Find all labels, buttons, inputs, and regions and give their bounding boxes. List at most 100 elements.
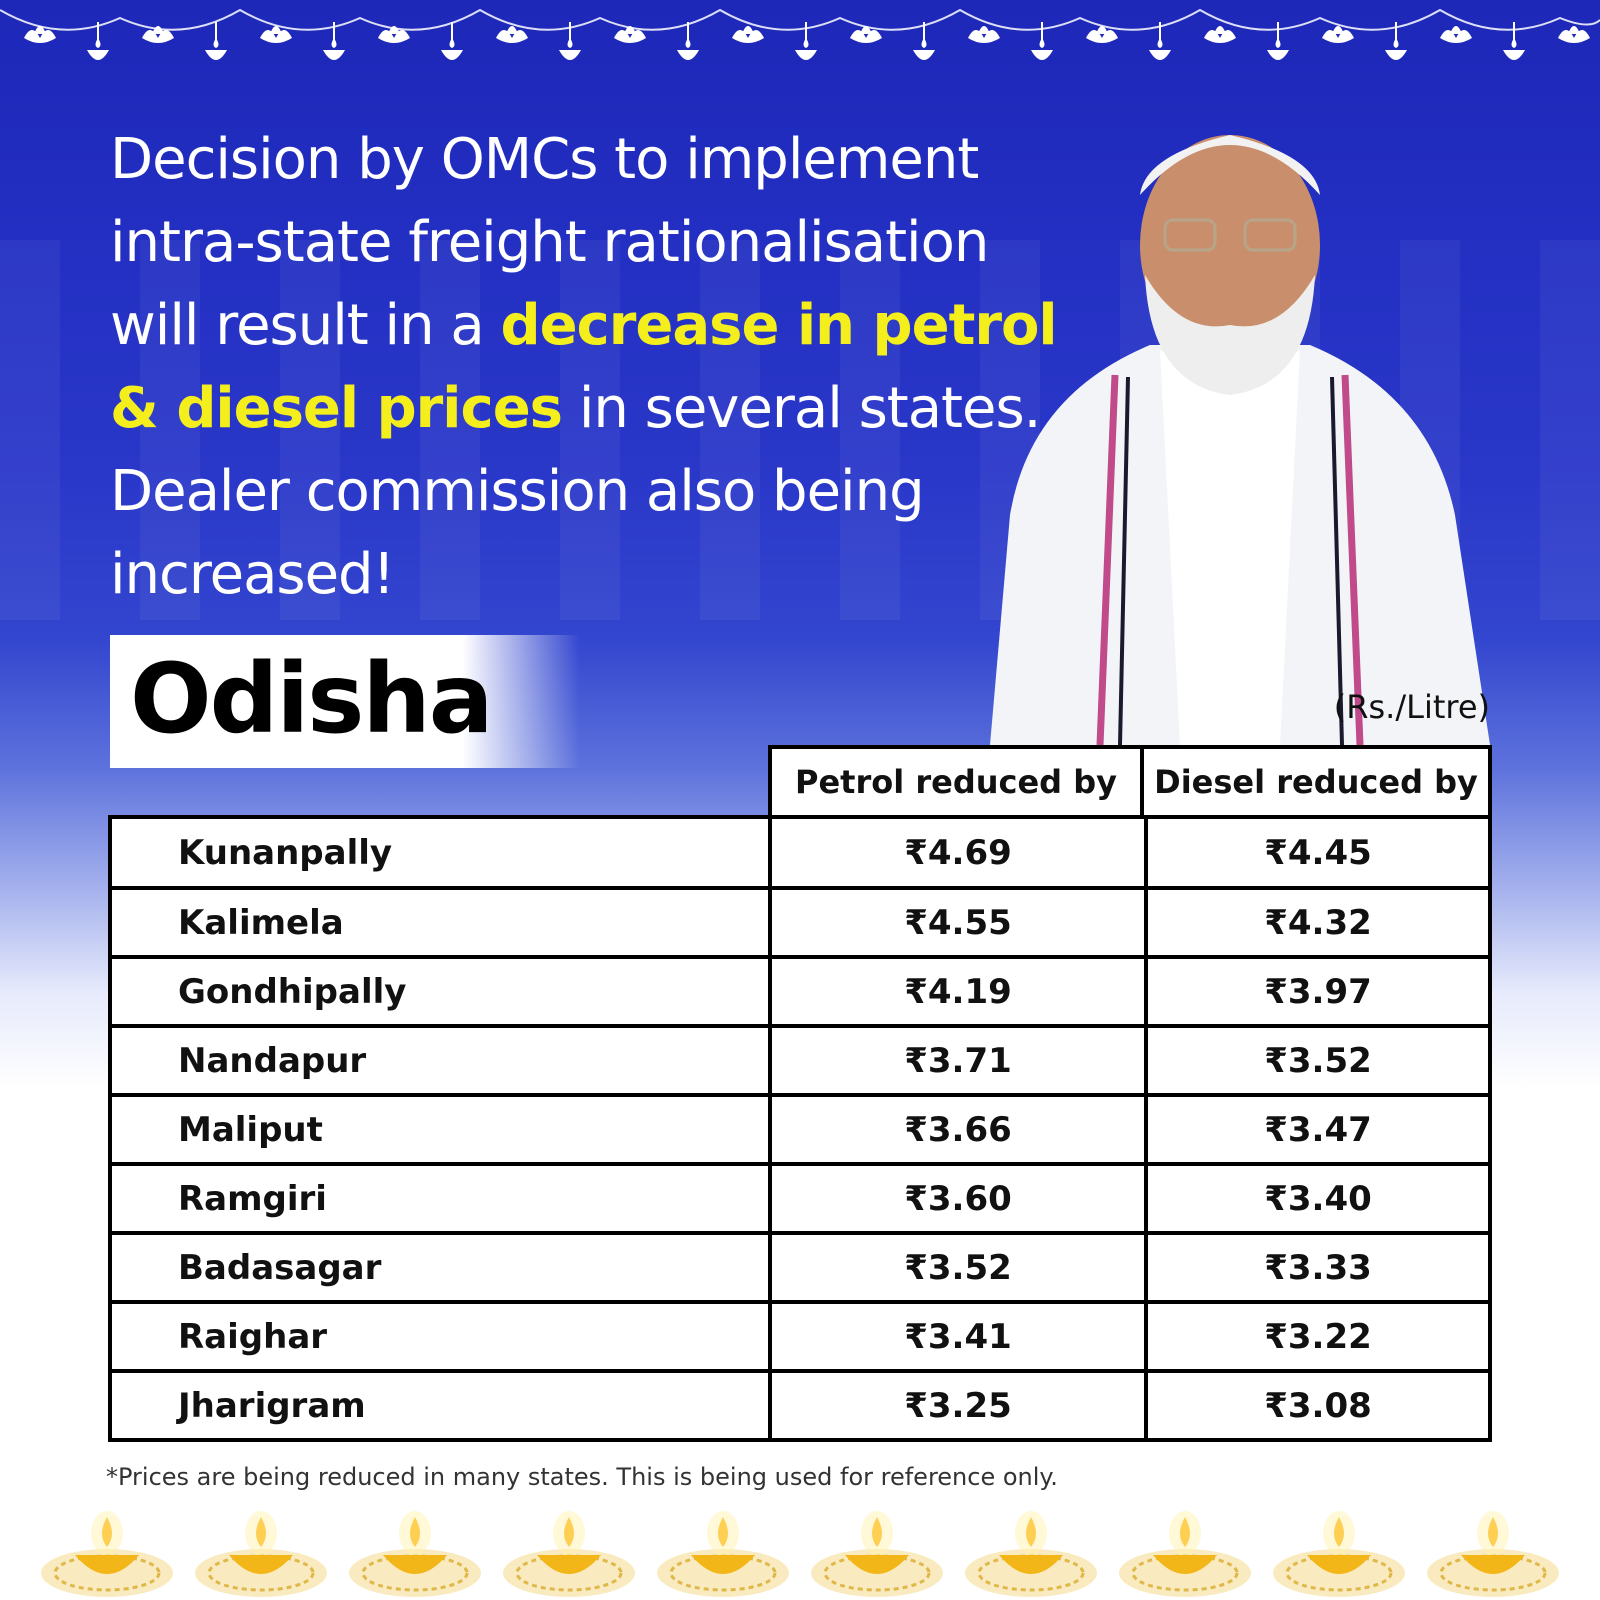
diya-lamp-icon xyxy=(965,1511,1097,1597)
hanging-lamp-icon xyxy=(1031,38,1053,60)
table-row: Kalimela ₹4.55 ₹4.32 xyxy=(112,886,1488,955)
diesel-value: ₹3.33 xyxy=(1264,1247,1372,1288)
lotus-icon xyxy=(1322,26,1354,43)
place-name: Gondhipally xyxy=(112,959,772,1024)
place-name: Nandapur xyxy=(112,1028,772,1093)
lamp-string xyxy=(97,22,99,44)
petrol-value: ₹3.71 xyxy=(772,1028,1148,1093)
header-diesel: Diesel reduced by xyxy=(1144,745,1492,815)
diya-lamp-icon xyxy=(1119,1511,1251,1597)
lotus-icon xyxy=(142,26,174,43)
hanging-lamp-icon xyxy=(795,38,817,60)
lamp-string xyxy=(1277,22,1279,44)
lamp-string xyxy=(569,22,571,44)
headline-highlight: decrease in petrol & diesel prices xyxy=(110,293,1058,441)
table-row: Kunanpally ₹4.69 ₹4.45 xyxy=(112,819,1488,886)
diesel-value: ₹3.22 xyxy=(1264,1316,1372,1357)
table-row: Badasagar ₹3.52 ₹3.33 xyxy=(112,1231,1488,1300)
lotus-icon xyxy=(496,26,528,43)
table-row: Ramgiri ₹3.60 ₹3.40 xyxy=(112,1162,1488,1231)
hanging-lamp-icon xyxy=(205,38,227,60)
place-name: Kalimela xyxy=(112,890,772,955)
petrol-value: ₹3.52 xyxy=(772,1235,1148,1300)
hanging-lamp-icon xyxy=(913,38,935,60)
diesel-value: ₹4.32 xyxy=(1264,902,1372,943)
diya-lamp-icon xyxy=(1273,1511,1405,1597)
lotus-icon xyxy=(260,26,292,43)
hanging-lamp-icon xyxy=(1267,38,1289,60)
diya-lamp-icon xyxy=(195,1511,327,1597)
table-row: Nandapur ₹3.71 ₹3.52 xyxy=(112,1024,1488,1093)
lamp-string xyxy=(687,22,689,44)
footnote: *Prices are being reduced in many states… xyxy=(106,1463,1058,1491)
hanging-lamp-icon xyxy=(1385,38,1407,60)
state-label-box: Odisha xyxy=(110,635,580,768)
lotus-icon xyxy=(1204,26,1236,43)
petrol-value: ₹4.69 xyxy=(772,819,1148,886)
diesel-value: ₹3.97 xyxy=(1264,971,1372,1012)
hanging-lamp-icon xyxy=(559,38,581,60)
lotus-icon xyxy=(1086,26,1118,43)
place-name: Maliput xyxy=(112,1097,772,1162)
lamp-string xyxy=(1395,22,1397,44)
table-row: Jharigram ₹3.25 ₹3.08 xyxy=(112,1369,1488,1438)
header-petrol: Petrol reduced by xyxy=(768,745,1144,815)
diesel-value: ₹3.52 xyxy=(1264,1040,1372,1081)
lamp-string xyxy=(1041,22,1043,44)
diya-lamp-icon xyxy=(41,1511,173,1597)
hanging-lamp-icon xyxy=(323,38,345,60)
hanging-lamp-icon xyxy=(1149,38,1171,60)
state-title: Odisha xyxy=(130,643,493,755)
lotus-icon xyxy=(24,26,56,43)
lamp-string xyxy=(215,22,217,44)
diya-lamp-icon xyxy=(503,1511,635,1597)
diya-lamp-icon xyxy=(1427,1511,1559,1597)
table-row: Raighar ₹3.41 ₹3.22 xyxy=(112,1300,1488,1369)
hanging-lamp-icon xyxy=(1503,38,1525,60)
place-name: Raighar xyxy=(112,1304,772,1369)
petrol-value: ₹4.19 xyxy=(772,959,1148,1024)
diesel-value: ₹3.40 xyxy=(1264,1178,1372,1219)
lamp-string xyxy=(451,22,453,44)
hanging-lamp-icon xyxy=(677,38,699,60)
unit-label: (Rs./Litre) xyxy=(1333,688,1490,726)
petrol-value: ₹3.66 xyxy=(772,1097,1148,1162)
lotus-icon xyxy=(614,26,646,43)
lamp-string xyxy=(1513,22,1515,44)
lamp-string xyxy=(1159,22,1161,44)
lamp-string xyxy=(333,22,335,44)
headline: Decision by OMCs to implement intra-stat… xyxy=(110,118,1070,616)
diesel-value: ₹3.47 xyxy=(1264,1109,1372,1150)
diesel-value: ₹4.45 xyxy=(1264,832,1372,873)
lotus-icon xyxy=(968,26,1000,43)
petrol-value: ₹3.41 xyxy=(772,1304,1148,1369)
place-name: Badasagar xyxy=(112,1235,772,1300)
headline-text: Decision by OMCs to implement intra-stat… xyxy=(110,127,989,358)
table-row: Gondhipally ₹4.19 ₹3.97 xyxy=(112,955,1488,1024)
lotus-icon xyxy=(1440,26,1472,43)
petrol-value: ₹4.55 xyxy=(772,890,1148,955)
place-name: Ramgiri xyxy=(112,1166,772,1231)
diesel-value: ₹3.08 xyxy=(1264,1385,1372,1426)
hanging-lamp-icon xyxy=(87,38,109,60)
petrol-value: ₹3.25 xyxy=(772,1373,1148,1438)
diya-lamp-icon xyxy=(349,1511,481,1597)
table-row: Maliput ₹3.66 ₹3.47 xyxy=(112,1093,1488,1162)
hanging-lamp-icon xyxy=(441,38,463,60)
place-name: Jharigram xyxy=(112,1373,772,1438)
portrait-image xyxy=(990,135,1490,745)
lotus-icon xyxy=(850,26,882,43)
lotus-lamp-garland-icon xyxy=(0,8,1600,60)
lotus-icon xyxy=(732,26,764,43)
place-name: Kunanpally xyxy=(112,819,772,886)
headline-text-end: in several states. Dealer commission als… xyxy=(110,376,1041,607)
table-header: Petrol reduced by Diesel reduced by xyxy=(768,745,1492,815)
diya-lamp-icon xyxy=(657,1511,789,1597)
lotus-icon xyxy=(378,26,410,43)
lamp-string xyxy=(923,22,925,44)
lamp-string xyxy=(805,22,807,44)
lotus-icon xyxy=(1558,26,1590,43)
petrol-value: ₹3.60 xyxy=(772,1166,1148,1231)
table-body: Kunanpally ₹4.69 ₹4.45 Kalimela ₹4.55 ₹4… xyxy=(108,815,1492,1442)
diya-lamp-icon xyxy=(811,1511,943,1597)
